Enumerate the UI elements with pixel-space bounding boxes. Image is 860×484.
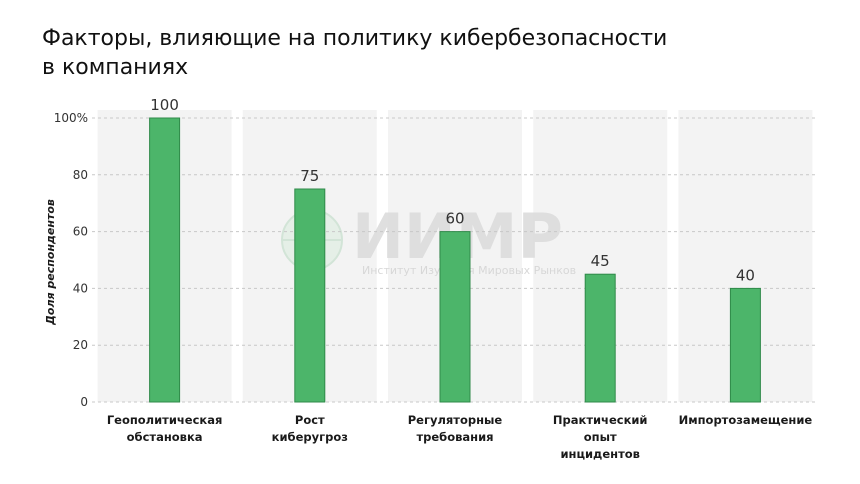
bar: [149, 117, 181, 403]
x-tick-label: Импортозамещение: [679, 413, 813, 427]
data-label: 60: [445, 210, 464, 228]
x-tick-label-line: опыт: [584, 430, 617, 444]
y-tick-label: 0: [80, 395, 88, 409]
x-tick-label-line: требования: [416, 430, 493, 444]
x-tick-label-line: киберугроз: [272, 430, 348, 444]
bar: [584, 273, 616, 403]
x-tick-label-line: инцидентов: [560, 447, 639, 461]
x-tick-label: Геополитическая обстановка: [107, 413, 223, 444]
y-tick-label: 20: [73, 338, 88, 352]
x-tick-label-line: Рост: [295, 413, 325, 427]
x-tick-label: Практический опыт инцидентов: [553, 413, 648, 461]
y-tick-label: 80: [73, 168, 88, 182]
y-tick-label: 100%: [54, 111, 88, 125]
y-tick-label: 60: [73, 225, 88, 239]
y-axis-label: Доля респондентов: [44, 199, 57, 326]
bar: [439, 231, 471, 403]
data-label: 45: [591, 252, 610, 270]
chart-title-line-1: Факторы, влияющие на политику кибербезоп…: [42, 26, 668, 51]
data-label: 75: [300, 167, 319, 185]
chart-title-line-2: в компаниях: [42, 55, 189, 80]
bar: [294, 188, 326, 403]
x-tick-label: Регуляторные требования: [408, 413, 503, 444]
x-tick-label: Рост киберугроз: [272, 413, 348, 444]
data-label: 100: [150, 96, 179, 114]
chart-title: Факторы, влияющие на политику кибербезоп…: [42, 24, 802, 82]
y-tick-label: 40: [73, 281, 88, 295]
x-tick-label-line: Практический: [553, 413, 648, 427]
x-tick-label-line: Регуляторные: [408, 413, 503, 427]
data-label: 40: [736, 266, 755, 284]
x-tick-label-line: обстановка: [127, 430, 203, 444]
x-tick-label-line: Импортозамещение: [679, 413, 813, 427]
x-tick-label-line: Геополитическая: [107, 413, 223, 427]
bar: [729, 287, 761, 403]
